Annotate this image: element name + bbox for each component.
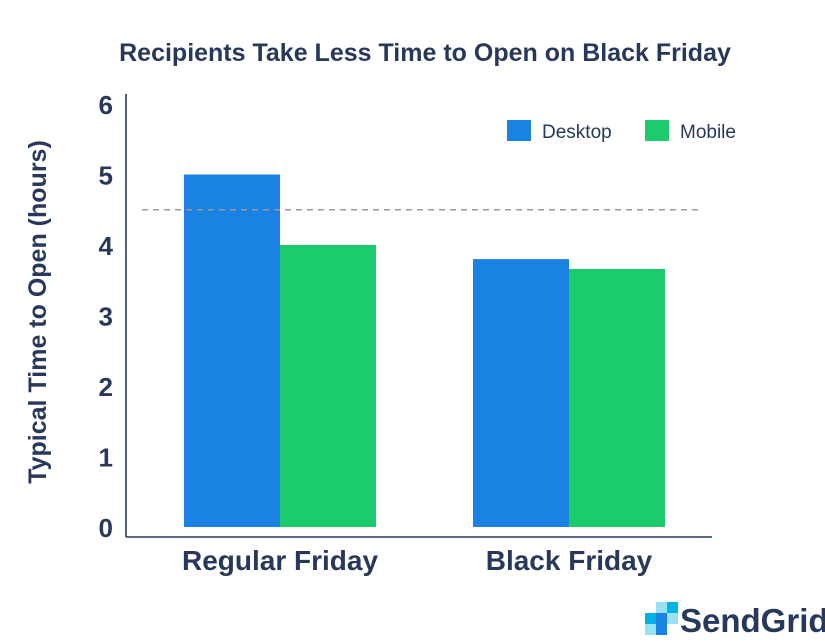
y-tick-label: 3 — [99, 302, 113, 332]
plot-area: 0 1 2 3 4 5 6 Regular Friday Black Friday — [99, 90, 712, 576]
bar-desktop — [184, 174, 280, 527]
sendgrid-logo-icon — [645, 602, 678, 635]
y-tick-label: 2 — [99, 372, 113, 402]
legend-swatch-desktop — [507, 120, 531, 141]
y-axis-label: Typical Time to Open (hours) — [24, 140, 52, 484]
legend-swatch-mobile — [645, 120, 669, 141]
bar-mobile — [280, 245, 376, 527]
bar-mobile — [569, 268, 665, 527]
y-tick-label: 5 — [99, 161, 113, 191]
y-tick-label: 0 — [99, 513, 113, 543]
y-tick-label: 6 — [99, 90, 113, 120]
y-tick-label: 1 — [99, 443, 113, 473]
sendgrid-logo: SendGrid — [645, 602, 825, 639]
brand-wordmark: SendGrid — [680, 602, 825, 639]
y-tick-label: 4 — [99, 231, 114, 261]
legend-label-desktop: Desktop — [542, 122, 612, 143]
bar-desktop — [473, 259, 569, 527]
legend-label-mobile: Mobile — [680, 122, 736, 143]
legend: Desktop Mobile — [507, 120, 736, 143]
x-tick-label: Black Friday — [486, 545, 653, 576]
chart-title: Recipients Take Less Time to Open on Bla… — [119, 39, 731, 67]
x-tick-label: Regular Friday — [182, 545, 378, 576]
